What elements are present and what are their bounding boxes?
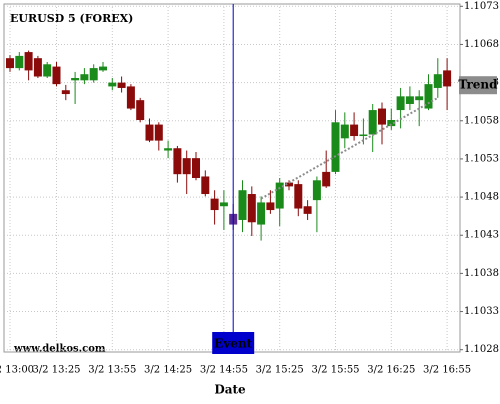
candle-body	[154, 124, 163, 141]
candle-body	[182, 158, 191, 175]
trend-line	[260, 96, 439, 200]
chart-title: EURUSD 5 (FOREX)	[10, 12, 133, 25]
plot-area	[3, 3, 461, 353]
x-tick-label: 3/2 14:55	[200, 365, 248, 376]
candle-body	[415, 96, 424, 101]
candle-body	[396, 96, 405, 111]
event-label: Event	[214, 337, 252, 351]
y-tick-label: 1.1053	[464, 153, 499, 164]
candle-body	[6, 58, 14, 69]
trend-label-box	[459, 76, 497, 95]
candle-body	[33, 58, 42, 77]
candle-body	[219, 202, 228, 207]
candle-body	[52, 66, 61, 85]
y-tick-label: 1.1033	[464, 306, 499, 317]
x-tick-label: 3/2 15:55	[311, 365, 359, 376]
candle-body	[350, 124, 359, 137]
candle-body	[201, 176, 210, 195]
candle-body	[89, 68, 98, 81]
candle-body	[433, 74, 442, 88]
x-tick-label: 3/2 14:25	[144, 365, 192, 376]
candle-body	[126, 86, 135, 109]
candle-body	[247, 194, 256, 223]
candle-body	[368, 110, 377, 135]
y-tick-label: 1.1058	[464, 115, 499, 126]
y-tick-label: 1.1028	[464, 344, 499, 355]
candle-body	[71, 78, 80, 81]
candle-body	[108, 82, 117, 87]
candle-body	[164, 148, 173, 151]
candle-body	[303, 206, 312, 214]
candle-body	[117, 82, 126, 88]
candle-body	[294, 184, 303, 209]
candle-body	[275, 182, 284, 209]
x-tick-label: 3/2 16:55	[423, 365, 471, 376]
candle-body	[43, 64, 52, 77]
x-tick-label: 3/2 13:55	[88, 365, 136, 376]
y-tick-label: 1.1038	[464, 268, 499, 279]
x-tick-label: 3/2 13:00	[0, 365, 34, 376]
x-tick-label: 3/2 13:25	[32, 365, 80, 376]
candle-body	[80, 74, 89, 81]
candle-body	[192, 158, 200, 178]
watermark: www.delkos.com	[13, 344, 106, 355]
trend-label: Trend	[458, 78, 498, 92]
candle-body	[405, 96, 414, 104]
candle-body	[15, 55, 24, 69]
candle-body	[331, 122, 340, 172]
candle-body	[322, 171, 331, 187]
candle-body	[378, 108, 386, 125]
candle-body	[173, 148, 182, 175]
candle-body	[340, 124, 349, 139]
y-tick-label: 1.1048	[464, 192, 499, 203]
candle-body	[210, 198, 219, 211]
candle-body	[24, 52, 33, 71]
candle-body	[266, 202, 275, 211]
y-tick-label: 1.1043	[464, 230, 499, 241]
candle-body	[257, 202, 266, 225]
candle-body	[145, 124, 154, 141]
candle-body	[238, 190, 247, 220]
event-label-box	[212, 332, 255, 354]
y-tick-label: 1.1073	[464, 1, 499, 12]
candle-body	[424, 84, 433, 109]
candle-body	[285, 182, 293, 187]
candle-body	[61, 90, 70, 95]
y-tick-label: 1.1068	[464, 39, 499, 50]
candle-body	[312, 180, 321, 201]
x-axis-label: Date	[214, 383, 246, 397]
x-tick-label: 3/2 16:25	[367, 365, 415, 376]
candle-body	[136, 100, 145, 120]
candle-body	[359, 134, 368, 137]
candle-body	[443, 70, 452, 87]
candle-body	[387, 120, 396, 127]
x-tick-label: 3/2 15:25	[256, 365, 304, 376]
candle-body	[99, 66, 107, 71]
